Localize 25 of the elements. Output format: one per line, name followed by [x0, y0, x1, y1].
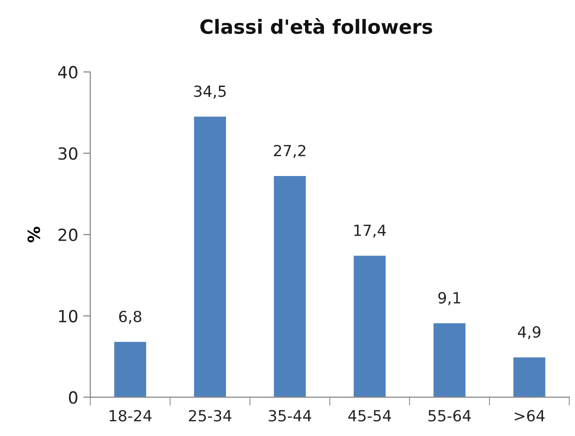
x-tick-label: 25-34	[188, 410, 232, 422]
data-label: 17,4	[354, 224, 386, 238]
bar	[274, 176, 306, 398]
x-tick-label: 18-24	[110, 410, 152, 422]
x-tick-label: 55-64	[428, 410, 471, 422]
bar	[434, 323, 466, 398]
x-tick-label: >64	[514, 410, 545, 422]
y-tick-label: 30	[58, 147, 78, 160]
x-tick-label: 45-54	[348, 410, 392, 422]
y-axis-title: %	[28, 226, 40, 242]
y-tick-label: 10	[59, 310, 78, 322]
y-tick-label: 40	[58, 66, 78, 79]
bar	[354, 256, 386, 398]
x-tick-label: 35-44	[268, 410, 312, 422]
bar	[194, 116, 226, 398]
y-tick-label: 0	[68, 391, 78, 404]
data-label: 34,5	[194, 85, 226, 99]
data-label: 9,1	[438, 292, 460, 306]
bar	[114, 342, 146, 398]
chart-title: Classi d'età followers	[200, 18, 432, 34]
data-label: 27,2	[274, 144, 306, 158]
bar	[513, 357, 546, 398]
data-label: 6,8	[119, 310, 142, 324]
data-label: 4,9	[518, 326, 540, 340]
y-tick-label: 20	[58, 228, 78, 242]
